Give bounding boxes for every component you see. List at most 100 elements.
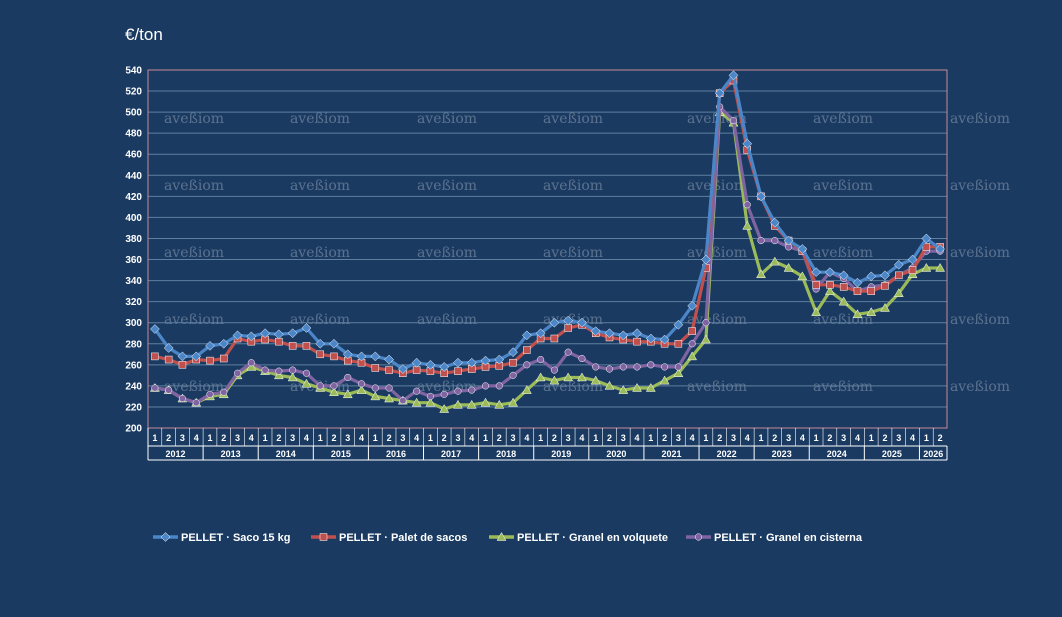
quarter-tick-label: 1 [703,433,708,443]
data-point [342,349,353,360]
data-point [287,328,298,339]
quarter-tick-label: 1 [428,433,433,443]
data-point [163,343,174,353]
data-point [178,361,187,369]
data-point [852,277,863,288]
quarter-tick-label: 4 [579,433,584,443]
data-point [371,384,379,392]
data-point [205,341,215,351]
data-point [535,372,546,382]
y-tick-label: 260 [125,360,142,371]
data-point [661,363,669,371]
data-point [302,369,310,377]
data-point [619,363,627,371]
legend-marker [160,532,171,542]
data-point [523,361,531,369]
year-tick-label: 2018 [496,449,516,459]
quarter-tick-label: 1 [814,433,819,443]
quarter-tick-label: 2 [497,433,502,443]
data-point [688,327,696,335]
y-tick-label: 440 [125,171,142,182]
data-point [494,354,505,365]
data-point [866,307,877,316]
quarter-tick-label: 3 [896,433,901,443]
data-point [687,351,698,361]
quarter-tick-label: 4 [469,433,474,443]
watermark: aveßiom [417,111,477,127]
data-point [673,368,684,377]
data-point [453,399,463,409]
data-point [275,337,283,346]
data-point [480,355,491,366]
data-point [206,356,214,365]
watermark: aveßiom [417,178,477,194]
data-point [274,329,284,340]
data-point [413,387,421,395]
quarter-tick-label: 2 [221,433,226,443]
watermark: aveßiom [950,312,1010,328]
quarter-tick-label: 3 [566,433,571,443]
quarter-tick-label: 1 [263,433,268,443]
data-point [852,309,863,319]
data-point [673,319,684,330]
year-tick-label: 2021 [661,449,681,459]
year-tick-label: 2026 [923,449,943,459]
quarter-tick-label: 4 [800,433,805,443]
data-point [315,338,326,349]
y-tick-label: 480 [125,129,142,140]
data-point [330,352,338,361]
year-tick-label: 2016 [386,449,406,459]
data-point [330,382,338,390]
data-point [908,266,917,274]
y-tick-label: 380 [125,234,142,245]
data-point [302,342,311,350]
data-point [289,366,297,374]
quarter-tick-label: 3 [511,433,516,443]
data-point [385,366,393,374]
data-point [590,326,601,336]
data-point [563,315,574,326]
data-point [232,330,243,341]
y-tick-label: 460 [125,150,142,161]
data-point [659,375,670,385]
data-point [151,384,159,392]
quarter-tick-label: 1 [593,433,598,443]
data-point [412,366,421,374]
data-point [246,331,257,342]
data-point [425,359,436,370]
data-point [521,385,532,394]
quarter-tick-label: 2 [276,433,281,443]
data-point [645,382,656,392]
data-point [468,386,476,394]
data-point [728,70,739,81]
series-line [154,78,941,375]
data-point [618,330,629,341]
data-point [220,354,228,363]
data-point [645,333,656,344]
data-point [577,317,587,328]
data-point [893,259,904,270]
data-point [701,254,711,265]
y-tick-label: 400 [125,213,142,224]
y-tick-label: 420 [125,192,142,203]
data-point [440,390,448,398]
data-point [783,235,794,246]
data-point [411,397,422,407]
year-tick-label: 2012 [166,449,186,459]
data-point [743,201,751,209]
watermark: aveßiom [950,245,1010,261]
data-point [757,237,765,245]
watermark: aveßiom [813,178,873,194]
data-point [301,323,312,333]
watermark: aveßiom [164,245,224,261]
data-point [301,378,312,388]
data-point [577,372,587,382]
quarter-tick-label: 2 [662,433,667,443]
data-point [164,355,173,364]
watermark: aveßiom [813,111,873,127]
data-point [700,334,711,344]
quarter-tick-label: 2 [442,433,447,443]
watermark: aveßiom [164,111,224,127]
year-tick-label: 2019 [551,449,571,459]
